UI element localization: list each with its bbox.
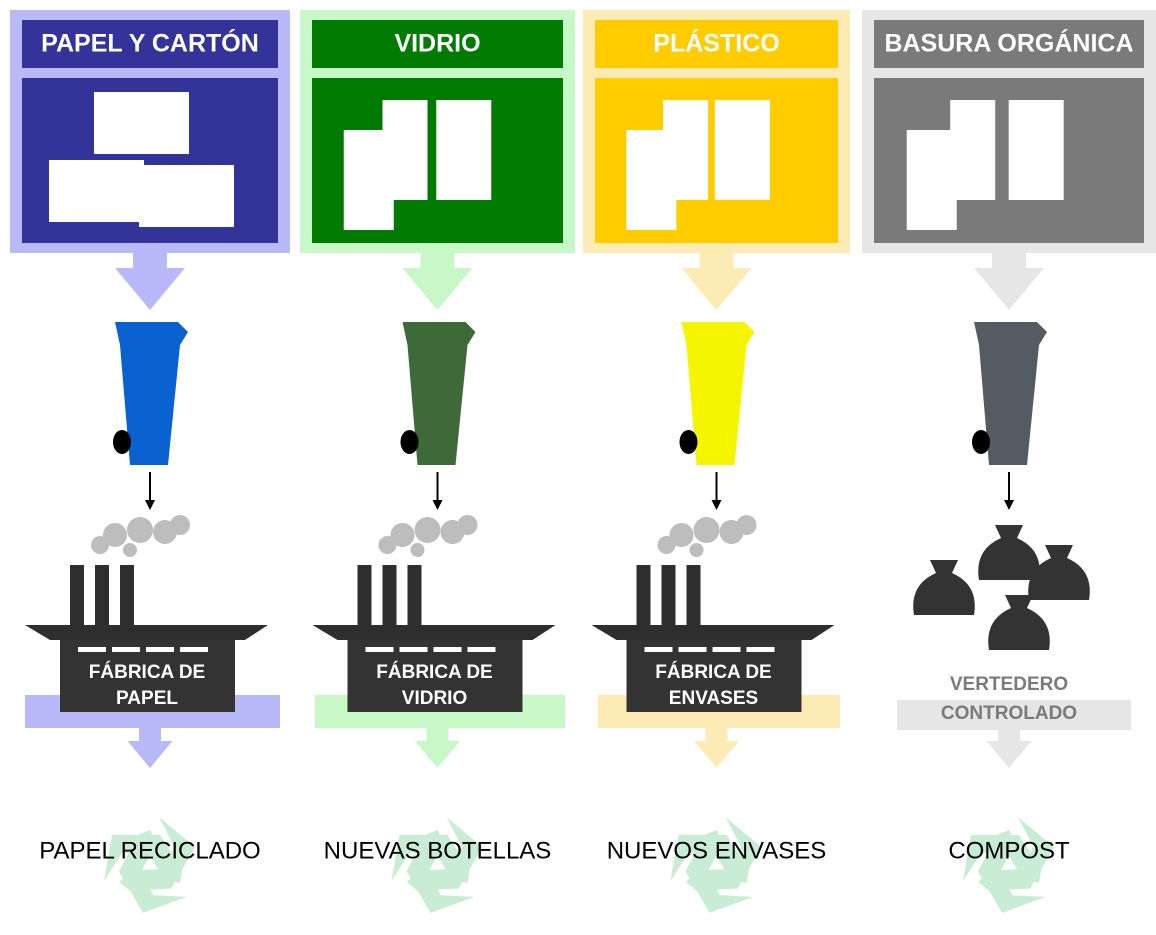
result-label: NUEVOS ENVASES [607,837,827,864]
arrow [115,253,185,310]
arrow [694,728,739,768]
item-image [626,130,676,230]
arrow [682,253,752,310]
arrow [415,728,460,768]
arrow [974,253,1044,310]
chimney [383,565,397,627]
item-image [1009,100,1064,200]
item-image [49,160,144,222]
result-label: PAPEL RECICLADO [39,837,260,864]
result-label: NUEVAS BOTELLAS [324,837,552,864]
header-title: PAPEL Y CARTÓN [41,28,259,58]
recycle-symbol [963,816,1058,920]
smoke [103,523,127,547]
bin-wheel [972,430,990,454]
facility-label: FÁBRICA DE [89,661,205,683]
header-title: VIDRIO [394,30,480,58]
item-image [344,130,394,230]
recycle-symbol [104,816,199,920]
garbage-bag [913,560,975,615]
small-arrow-head [145,500,155,510]
chimney [687,565,701,627]
smoke [127,517,153,543]
factory-window [112,647,140,652]
bin-wheel [401,430,419,454]
facility-label: FÁBRICA DE [655,661,771,683]
smoke [458,515,478,535]
factory-window [146,647,174,652]
smoke [170,515,190,535]
smoke [694,517,720,543]
small-arrow-head [712,500,722,510]
recycle-symbol [671,816,766,920]
factory-window [468,647,496,652]
item-image [94,92,189,154]
smoke [411,543,425,557]
garbage-bag [988,595,1050,650]
smoke [670,523,694,547]
recycle-symbol [392,816,487,920]
item-image [715,100,770,200]
factory-window [400,647,428,652]
item-image [139,165,234,227]
factory-window [645,647,673,652]
chimney [662,565,676,627]
small-arrow-head [1004,500,1014,510]
bin-wheel [113,430,131,454]
factory-roof [25,625,268,640]
smoke [123,543,137,557]
chimney [408,565,422,627]
smoke [690,543,704,557]
header-title: PLÁSTICO [653,29,779,58]
header-title: BASURA ORGÁNICA [884,29,1133,58]
factory-window [679,647,707,652]
garbage-bag [1028,545,1090,600]
chimney [120,565,134,627]
facility-label: CONTROLADO [941,703,1077,724]
factory-window [747,647,775,652]
factory-window [713,647,741,652]
arrow [987,728,1032,768]
garbage-bag [978,525,1040,580]
bin-wheel [680,430,698,454]
item-image [436,100,491,200]
smoke [737,515,757,535]
chimney [95,565,109,627]
recycling-diagram: PAPEL Y CARTÓN FÁBRICA DE PAPEL PAPEL RECIC… [0,0,1156,935]
chimney [358,565,372,627]
factory-window [366,647,394,652]
smoke [391,523,415,547]
facility-label: VIDRIO [402,688,467,709]
factory-window [78,647,106,652]
result-label: COMPOST [948,837,1070,864]
item-image [950,100,995,200]
arrow [128,728,173,768]
facility-label: ENVASES [669,688,758,709]
facility-label: VERTEDERO [950,674,1068,695]
facility-label: PAPEL [116,688,178,709]
factory-window [180,647,208,652]
chimney [637,565,651,627]
smoke [415,517,441,543]
facility-label: FÁBRICA DE [376,661,492,683]
small-arrow-head [433,500,443,510]
factory-roof [313,625,556,640]
factory-roof [592,625,835,640]
factory-window [434,647,462,652]
chimney [70,565,84,627]
arrow [403,253,473,310]
item-image [907,130,957,230]
